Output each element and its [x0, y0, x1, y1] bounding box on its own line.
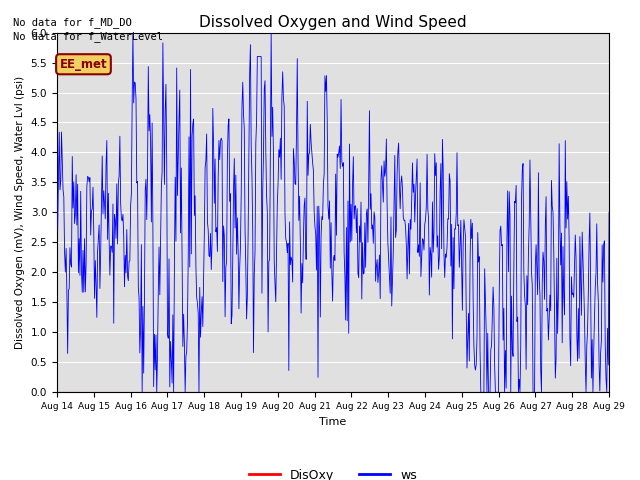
Text: EE_met: EE_met	[60, 58, 108, 71]
X-axis label: Time: Time	[319, 417, 347, 427]
Title: Dissolved Oxygen and Wind Speed: Dissolved Oxygen and Wind Speed	[199, 15, 467, 30]
Y-axis label: Dissolved Oxygen (mV), Wind Speed, Water Lvl (psi): Dissolved Oxygen (mV), Wind Speed, Water…	[15, 76, 25, 349]
Legend: DisOxy, ws: DisOxy, ws	[244, 464, 422, 480]
Text: No data for f_MD_DO: No data for f_MD_DO	[13, 17, 132, 28]
Text: No data for f_WaterLevel: No data for f_WaterLevel	[13, 31, 163, 42]
